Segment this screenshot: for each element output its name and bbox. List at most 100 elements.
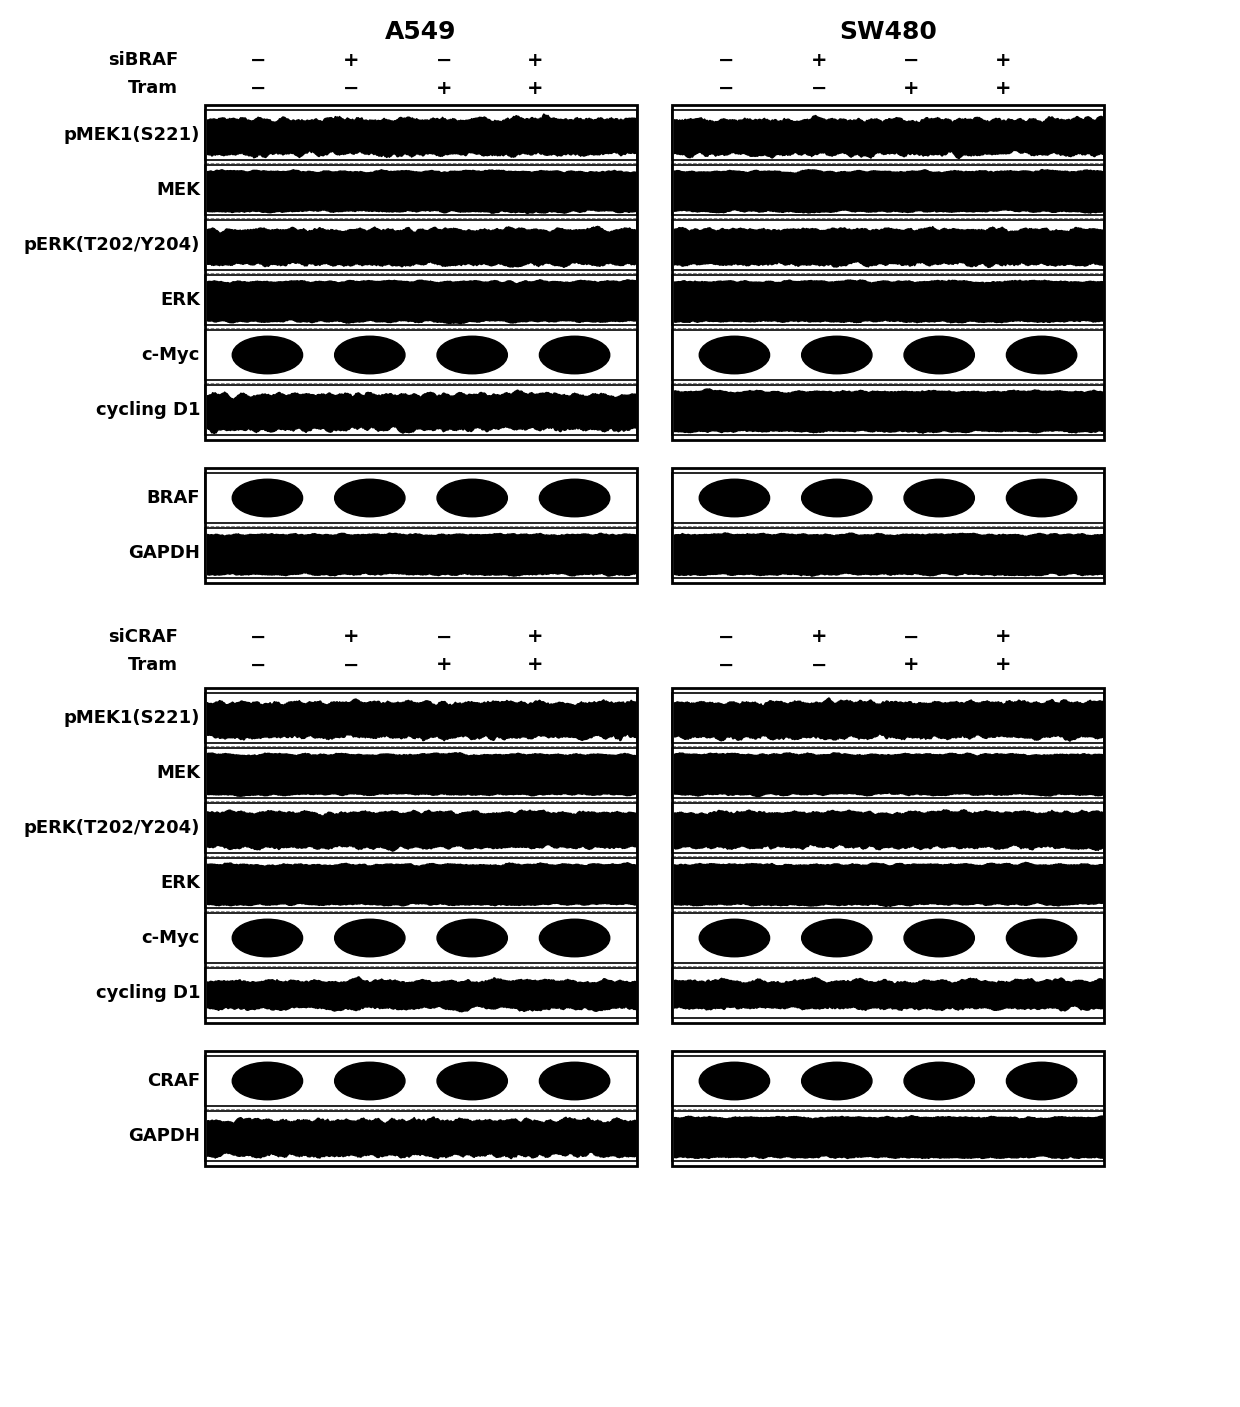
Text: siBRAF: siBRAF bbox=[108, 51, 179, 69]
Bar bbox=[205, 858, 637, 908]
Text: +: + bbox=[811, 628, 827, 646]
Bar bbox=[672, 106, 1104, 440]
Bar bbox=[672, 913, 1104, 962]
Text: +: + bbox=[435, 79, 453, 97]
Bar bbox=[672, 331, 1104, 380]
Ellipse shape bbox=[335, 480, 405, 516]
Text: −: − bbox=[718, 79, 734, 97]
Text: GAPDH: GAPDH bbox=[128, 1127, 200, 1145]
Text: −: − bbox=[435, 51, 453, 69]
Ellipse shape bbox=[436, 919, 507, 957]
Ellipse shape bbox=[539, 480, 610, 516]
Ellipse shape bbox=[699, 1062, 770, 1100]
Ellipse shape bbox=[436, 1062, 507, 1100]
Text: −: − bbox=[249, 51, 267, 69]
Bar bbox=[205, 1057, 637, 1106]
Bar bbox=[205, 473, 637, 523]
Text: +: + bbox=[994, 628, 1012, 646]
Bar bbox=[672, 1051, 1104, 1166]
Ellipse shape bbox=[699, 480, 770, 516]
Text: +: + bbox=[342, 51, 360, 69]
Text: pERK(T202/Y204): pERK(T202/Y204) bbox=[24, 236, 200, 255]
Bar bbox=[672, 968, 1104, 1019]
Bar bbox=[205, 110, 637, 160]
Text: c-Myc: c-Myc bbox=[141, 346, 200, 364]
Ellipse shape bbox=[1007, 480, 1076, 516]
Text: −: − bbox=[811, 79, 827, 97]
Ellipse shape bbox=[801, 480, 872, 516]
Bar bbox=[672, 528, 1104, 578]
Ellipse shape bbox=[904, 919, 975, 957]
Ellipse shape bbox=[1007, 1062, 1076, 1100]
Bar bbox=[672, 274, 1104, 325]
Text: +: + bbox=[994, 51, 1012, 69]
Bar bbox=[672, 694, 1104, 743]
Text: MEK: MEK bbox=[156, 182, 200, 198]
Text: −: − bbox=[249, 656, 267, 674]
Bar bbox=[205, 106, 637, 440]
Bar bbox=[205, 219, 637, 270]
Ellipse shape bbox=[232, 919, 303, 957]
Ellipse shape bbox=[436, 480, 507, 516]
Bar bbox=[205, 528, 637, 578]
Ellipse shape bbox=[232, 1062, 303, 1100]
Ellipse shape bbox=[232, 480, 303, 516]
Ellipse shape bbox=[699, 336, 770, 374]
Bar bbox=[672, 473, 1104, 523]
Bar bbox=[672, 386, 1104, 435]
Text: ERK: ERK bbox=[160, 291, 200, 310]
Text: +: + bbox=[811, 51, 827, 69]
Bar bbox=[672, 688, 1104, 1023]
Text: SW480: SW480 bbox=[839, 20, 937, 44]
Ellipse shape bbox=[436, 336, 507, 374]
Bar bbox=[205, 749, 637, 798]
Text: A549: A549 bbox=[386, 20, 456, 44]
Bar bbox=[205, 386, 637, 435]
Bar bbox=[672, 749, 1104, 798]
Text: +: + bbox=[527, 628, 543, 646]
Text: c-Myc: c-Myc bbox=[141, 929, 200, 947]
Ellipse shape bbox=[699, 919, 770, 957]
Text: BRAF: BRAF bbox=[146, 490, 200, 507]
Text: −: − bbox=[718, 656, 734, 674]
Bar bbox=[205, 694, 637, 743]
Bar bbox=[205, 1112, 637, 1161]
Text: Tram: Tram bbox=[128, 656, 179, 674]
Text: +: + bbox=[903, 656, 919, 674]
Text: −: − bbox=[903, 628, 919, 646]
Text: +: + bbox=[527, 656, 543, 674]
Text: −: − bbox=[249, 79, 267, 97]
Text: −: − bbox=[718, 51, 734, 69]
Ellipse shape bbox=[801, 1062, 872, 1100]
Ellipse shape bbox=[904, 336, 975, 374]
Text: +: + bbox=[994, 79, 1012, 97]
Text: pERK(T202/Y204): pERK(T202/Y204) bbox=[24, 819, 200, 837]
Bar bbox=[205, 913, 637, 962]
Ellipse shape bbox=[335, 919, 405, 957]
Ellipse shape bbox=[539, 1062, 610, 1100]
Ellipse shape bbox=[1007, 336, 1076, 374]
Text: −: − bbox=[342, 656, 360, 674]
Text: +: + bbox=[903, 79, 919, 97]
Bar bbox=[672, 1057, 1104, 1106]
Bar bbox=[672, 1112, 1104, 1161]
Ellipse shape bbox=[904, 1062, 975, 1100]
Text: −: − bbox=[249, 628, 267, 646]
Ellipse shape bbox=[1007, 919, 1076, 957]
Ellipse shape bbox=[335, 336, 405, 374]
Text: −: − bbox=[718, 628, 734, 646]
Bar bbox=[205, 469, 637, 582]
Text: +: + bbox=[994, 656, 1012, 674]
Bar bbox=[205, 1051, 637, 1166]
Text: +: + bbox=[527, 79, 543, 97]
Ellipse shape bbox=[539, 919, 610, 957]
Text: Tram: Tram bbox=[128, 79, 179, 97]
Ellipse shape bbox=[539, 336, 610, 374]
Bar bbox=[205, 688, 637, 1023]
Text: −: − bbox=[435, 628, 453, 646]
Text: CRAF: CRAF bbox=[146, 1072, 200, 1090]
Text: +: + bbox=[342, 628, 360, 646]
Text: −: − bbox=[811, 656, 827, 674]
Bar bbox=[205, 331, 637, 380]
Text: −: − bbox=[342, 79, 360, 97]
